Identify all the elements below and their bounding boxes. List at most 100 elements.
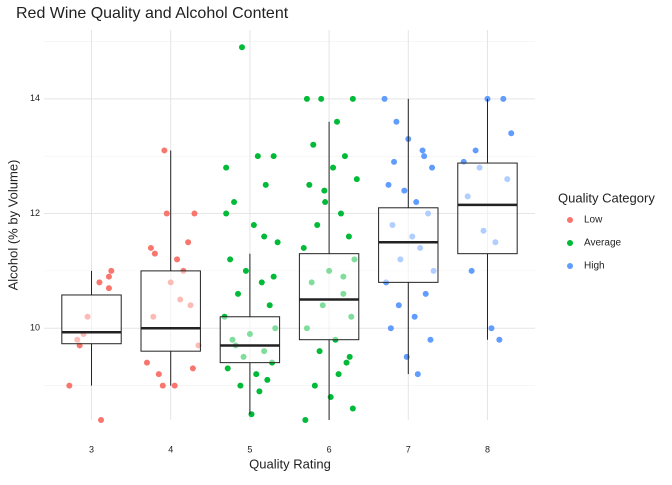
y-axis-label: Alcohol (% by Volume) bbox=[5, 160, 20, 291]
y-tick-label: 12 bbox=[30, 208, 40, 218]
point bbox=[393, 118, 400, 125]
point bbox=[395, 302, 402, 309]
point bbox=[270, 273, 277, 280]
legend-key bbox=[567, 240, 573, 246]
y-tick-label: 10 bbox=[30, 323, 40, 333]
point bbox=[159, 382, 166, 389]
legend-title: Quality Category bbox=[558, 190, 655, 205]
point bbox=[189, 365, 196, 372]
point bbox=[224, 365, 231, 372]
point bbox=[248, 411, 255, 418]
point bbox=[300, 244, 307, 251]
point bbox=[96, 279, 103, 286]
point bbox=[256, 388, 263, 395]
legend-key bbox=[567, 263, 573, 269]
point bbox=[488, 325, 495, 332]
point bbox=[381, 95, 388, 102]
legend-label: Low bbox=[584, 215, 603, 226]
point bbox=[66, 382, 73, 389]
point bbox=[105, 285, 112, 292]
point bbox=[262, 181, 269, 188]
legend-label: High bbox=[584, 261, 605, 272]
point bbox=[227, 256, 234, 263]
x-tick-label: 4 bbox=[168, 444, 173, 454]
x-tick-label: 6 bbox=[327, 444, 332, 454]
point bbox=[500, 95, 507, 102]
point bbox=[411, 313, 418, 320]
point bbox=[508, 130, 515, 137]
x-tick-label: 5 bbox=[247, 444, 252, 454]
point bbox=[163, 210, 170, 217]
point bbox=[468, 267, 475, 274]
point bbox=[403, 353, 410, 360]
point bbox=[318, 95, 325, 102]
point bbox=[427, 336, 434, 343]
point bbox=[316, 348, 323, 355]
point bbox=[108, 267, 115, 274]
point bbox=[343, 359, 350, 366]
point bbox=[174, 256, 181, 263]
x-tick-label: 8 bbox=[485, 444, 490, 454]
point bbox=[341, 153, 348, 160]
point bbox=[321, 187, 328, 194]
point bbox=[238, 44, 245, 51]
box bbox=[378, 207, 439, 283]
x-tick-label: 3 bbox=[89, 444, 94, 454]
point bbox=[314, 222, 321, 228]
point bbox=[330, 164, 337, 171]
point bbox=[223, 210, 230, 217]
y-tick-label: 14 bbox=[30, 93, 40, 103]
point bbox=[335, 371, 342, 378]
point bbox=[105, 273, 112, 280]
point bbox=[151, 250, 158, 257]
point bbox=[391, 158, 398, 165]
point bbox=[302, 417, 309, 423]
x-tick-label: 7 bbox=[406, 444, 411, 454]
legend-label: Average bbox=[584, 238, 622, 249]
point bbox=[303, 95, 310, 102]
point bbox=[254, 153, 261, 160]
point bbox=[334, 118, 341, 125]
point bbox=[496, 336, 503, 343]
point bbox=[421, 153, 428, 160]
point bbox=[242, 267, 249, 274]
box bbox=[219, 316, 281, 364]
point bbox=[147, 244, 154, 251]
point bbox=[270, 153, 277, 160]
point bbox=[310, 141, 317, 148]
point bbox=[264, 376, 271, 383]
chart-title: Red Wine Quality and Alcohol Content bbox=[16, 5, 289, 22]
point bbox=[266, 302, 273, 309]
point bbox=[161, 147, 168, 154]
point bbox=[401, 187, 408, 194]
point bbox=[223, 164, 230, 171]
point bbox=[322, 199, 329, 206]
point bbox=[422, 290, 429, 297]
point bbox=[413, 199, 420, 206]
point bbox=[349, 95, 356, 102]
point bbox=[274, 239, 281, 246]
point bbox=[231, 199, 238, 206]
box bbox=[61, 294, 122, 345]
point bbox=[311, 382, 318, 389]
point bbox=[258, 279, 265, 286]
point bbox=[171, 382, 178, 389]
point bbox=[353, 176, 360, 183]
point bbox=[345, 233, 352, 240]
point bbox=[419, 147, 426, 154]
point bbox=[306, 181, 313, 188]
box bbox=[457, 162, 518, 255]
point bbox=[385, 181, 392, 188]
point bbox=[429, 164, 436, 171]
point bbox=[143, 359, 150, 366]
point bbox=[155, 371, 162, 378]
point bbox=[327, 394, 334, 401]
legend-key bbox=[567, 217, 573, 223]
point bbox=[349, 405, 356, 412]
x-axis-label: Quality Rating bbox=[249, 456, 331, 471]
point bbox=[472, 147, 479, 154]
box bbox=[140, 270, 201, 352]
point bbox=[250, 222, 257, 228]
point bbox=[346, 353, 353, 360]
